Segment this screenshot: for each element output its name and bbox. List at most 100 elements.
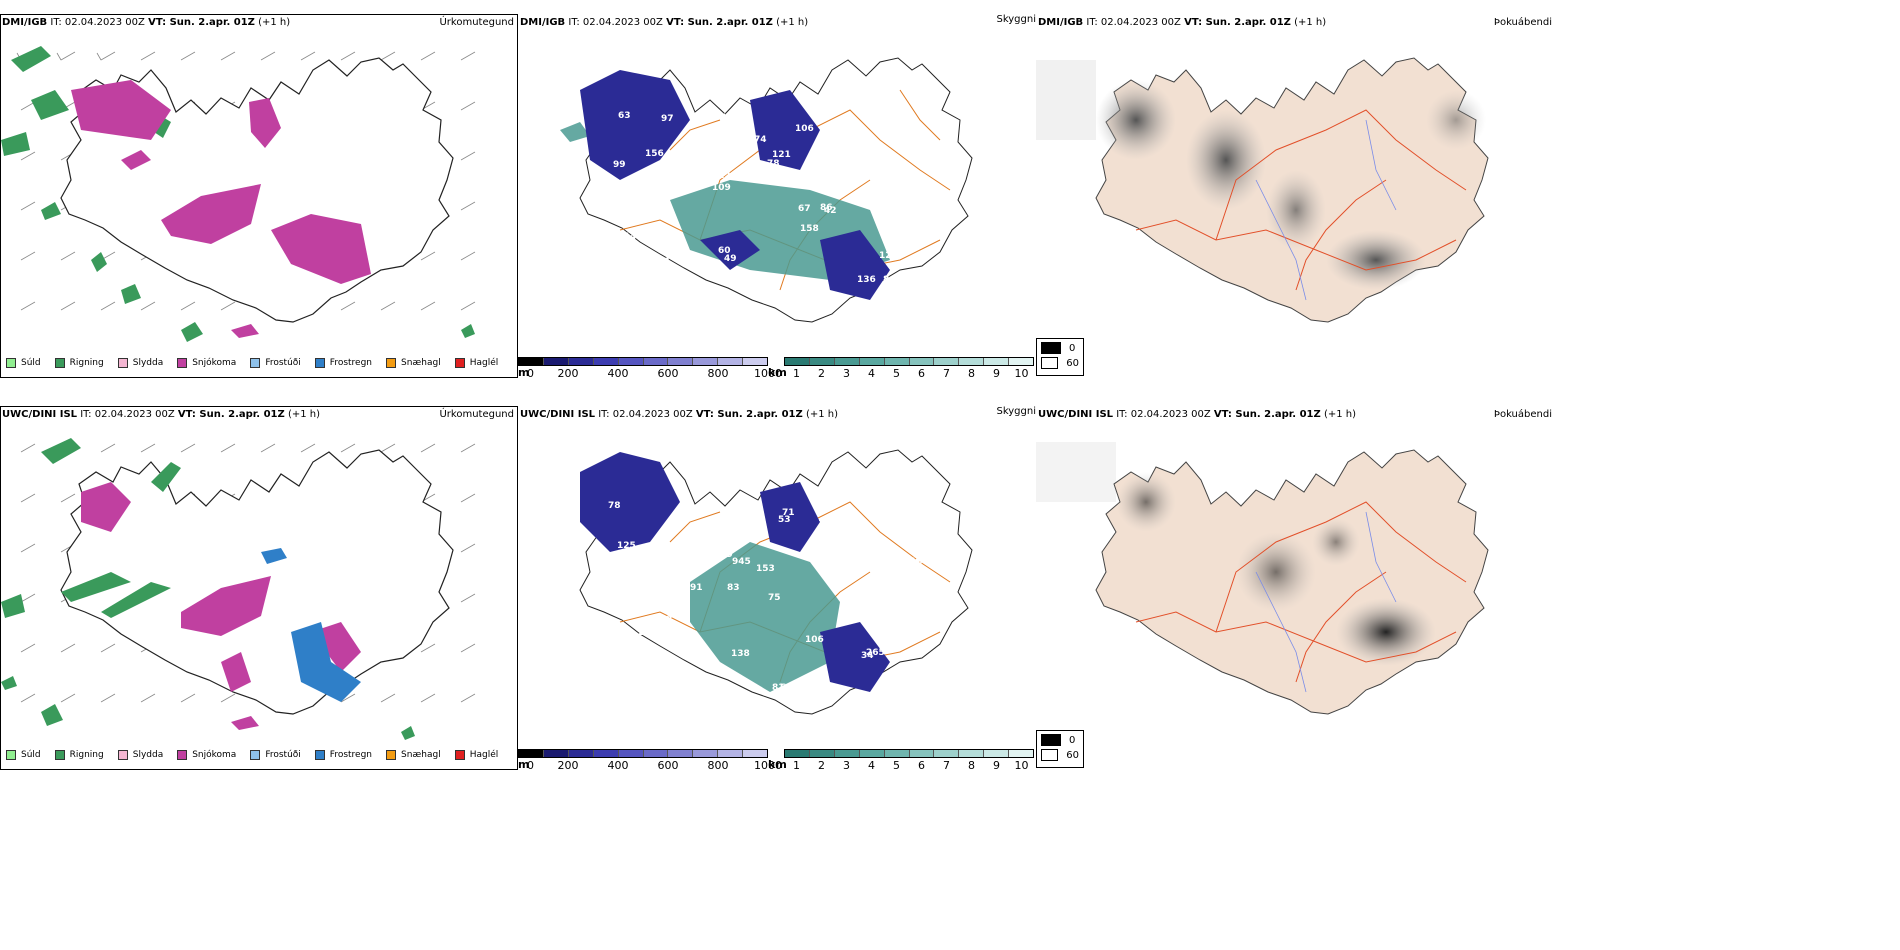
snow-colorbar-cells xyxy=(518,357,768,366)
colorbar-cell xyxy=(984,358,1010,365)
colorbar-cell xyxy=(934,358,960,365)
legend-swatch xyxy=(314,358,325,368)
colorbar-cell xyxy=(743,358,768,365)
snow-depth-value: 109 xyxy=(714,550,733,560)
legend-item: Frostúði xyxy=(250,358,301,368)
vis-colorbar-cells xyxy=(784,357,1034,366)
precip-legend: Súld Rigning Slydda Snjókoma Frostúði Fr… xyxy=(6,750,512,760)
snow-depth-value: 945 xyxy=(732,557,751,567)
snow-depth-areas xyxy=(580,70,890,300)
colorbar-cell xyxy=(859,750,885,757)
visibility-colorbar: 1 2 3 4 5 6 7 8 9 10 km xyxy=(768,749,1034,772)
colorbar-cell xyxy=(809,358,835,365)
snow-depth-value: 128 xyxy=(718,171,737,181)
legend-swatch xyxy=(314,750,325,760)
snow-depth-value: 127 xyxy=(849,471,868,481)
snow-depth-labels: 8284168837598781169953153118150918166138… xyxy=(596,468,930,693)
legend-swatch xyxy=(250,750,261,760)
snow-depth-value: 91 xyxy=(690,583,703,593)
legend-item: Frostregn xyxy=(314,750,372,760)
legend-item: Rigning xyxy=(54,750,104,760)
colorbar-tick: 7 xyxy=(943,367,950,380)
panel-header: DMI/IGB IT: 02.04.2023 00Z VT: Sun. 2.ap… xyxy=(1038,17,1327,28)
snow-depth-value: 86 xyxy=(820,203,833,213)
legend-item: Frostúði xyxy=(250,750,301,760)
snow-colorbar-ticks: 0 200 400 600 800 1000 xyxy=(518,366,782,380)
snow-depth-value: 97 xyxy=(889,133,902,143)
snow-depth-value: 209 xyxy=(690,139,709,149)
snow-depth-value: 97 xyxy=(661,114,674,124)
colorbar-tick: 3 xyxy=(843,367,850,380)
colorbar-tick: 9 xyxy=(993,367,1000,380)
colorbar-cell xyxy=(593,358,619,365)
vis-colorbar-unit: km xyxy=(768,758,787,771)
legend-item: Snæhagl xyxy=(386,750,441,760)
legend-swatch xyxy=(54,750,65,760)
snow-depth-value: 85 xyxy=(915,555,928,565)
snow-depth-value: 74 xyxy=(754,135,767,145)
colorbar-cell xyxy=(693,750,719,757)
snow-depth-value: 49 xyxy=(724,254,737,264)
legend-item: Haglél xyxy=(454,750,498,760)
snow-depth-value: 42 xyxy=(824,206,837,216)
snow-depth-value: 10 xyxy=(819,91,832,101)
snow-depth-value: 60 xyxy=(718,246,731,256)
fog-legend-swatch xyxy=(1041,342,1061,354)
legend-item: Súld xyxy=(6,358,41,368)
snow-depth-value: 141 xyxy=(613,630,632,640)
colorbar-cell xyxy=(909,358,935,365)
fog-legend-swatch xyxy=(1041,749,1059,761)
road-network xyxy=(1135,501,1467,683)
legend-swatch xyxy=(6,358,16,368)
snow-depth-colorbar: 0 200 400 600 800 1000 m xyxy=(518,357,782,380)
colorbar-tick: 2 xyxy=(818,367,825,380)
vis-colorbar-ticks: 1 2 3 4 5 6 7 8 9 10 xyxy=(784,366,1034,380)
snow-colorbar-unit: m xyxy=(518,758,530,771)
snow-depth-value: 88 xyxy=(722,159,735,169)
legend-swatch xyxy=(54,358,65,368)
snow-depth-value: 121 xyxy=(772,150,791,160)
snow-depth-value: 152 xyxy=(721,113,740,123)
fog-legend-swatch xyxy=(1041,357,1059,369)
precip-type-panel-2: UWC/DINI ISL IT: 02.04.2023 00Z VT: Sun.… xyxy=(0,406,518,770)
colorbar-tick: 10 xyxy=(1014,759,1029,772)
fog-legend-row: 60 xyxy=(1041,357,1079,369)
legend-swatch xyxy=(117,358,128,368)
fog-legend: 0 60 xyxy=(1036,730,1084,768)
snow-depth-value: 67 xyxy=(798,204,811,214)
snow-depth-value: 30 xyxy=(767,165,780,175)
snow-depth-value: 82 xyxy=(697,468,710,478)
snow-depth-value: 105 xyxy=(630,279,649,289)
snow-depth-value: 98 xyxy=(633,573,646,583)
snow-depth-value: 118 xyxy=(619,673,638,683)
snow-depth-colorbar: 0 200 400 600 800 1000 m xyxy=(518,749,782,772)
snow-depth-value: 75 xyxy=(768,593,781,603)
fog-legend-row: 0 xyxy=(1041,342,1079,354)
snow-depth-value: 146 xyxy=(624,232,643,242)
snow-depth-value: 91 xyxy=(663,231,676,241)
snow-colorbar-unit: m xyxy=(518,366,530,379)
snow-depth-areas xyxy=(580,452,890,692)
precip-snow-areas xyxy=(81,482,361,730)
snow-depth-value: 165 xyxy=(858,554,877,564)
panel-header: UWC/DINI ISL IT: 02.04.2023 00Z VT: Sun.… xyxy=(2,409,321,420)
legend-item: Snjókoma xyxy=(177,750,236,760)
legend-swatch xyxy=(454,750,465,760)
visibility-colorbar: 1 2 3 4 5 6 7 8 9 10 km xyxy=(768,357,1034,380)
fog-legend-swatch xyxy=(1041,734,1061,746)
legend-swatch xyxy=(250,358,261,368)
snow-colorbar-ticks: 0 200 400 600 800 1000 xyxy=(518,758,782,772)
snow-depth-value: 83 xyxy=(660,615,673,625)
colorbar-cell xyxy=(934,750,960,757)
panel-header: DMI/IGB IT: 02.04.2023 00Z VT: Sun. 2.ap… xyxy=(520,17,809,28)
colorbar-tick: 8 xyxy=(968,367,975,380)
colorbar-tick: 8 xyxy=(968,759,975,772)
colorbar-cell xyxy=(568,750,594,757)
colorbar-cell xyxy=(984,750,1010,757)
snow-depth-value: 71 xyxy=(782,508,795,518)
colorbar-cell xyxy=(668,358,694,365)
colorbar-cell xyxy=(834,358,860,365)
snow-depth-value: 136 xyxy=(857,275,876,285)
precip-rain-areas xyxy=(1,438,415,740)
snow-depth-value: 156 xyxy=(645,149,664,159)
